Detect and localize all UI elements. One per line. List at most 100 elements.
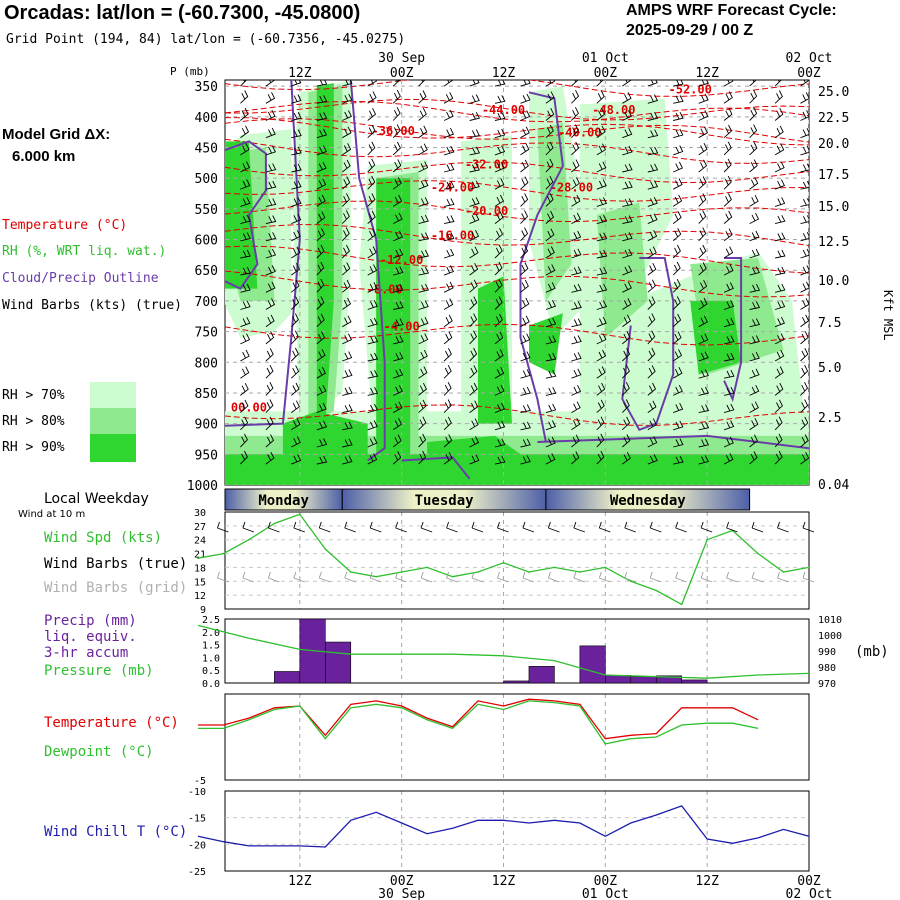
wind-barb xyxy=(749,368,760,379)
wind-barb xyxy=(749,301,761,310)
wind-barb xyxy=(316,178,327,190)
top-time-tick-label: 12Z xyxy=(492,66,516,81)
wind-barb xyxy=(622,110,633,121)
temperature-contour-label: -36.00 xyxy=(372,124,415,138)
wind-barb xyxy=(698,93,709,104)
wind-barb xyxy=(723,175,732,190)
wind-barb xyxy=(800,265,809,276)
wind-barb xyxy=(723,420,735,431)
windspd-tick-label: 21 xyxy=(194,550,206,561)
wind-barb xyxy=(240,249,251,259)
wind-barb xyxy=(367,158,376,173)
bottom-date-label: 01 Oct xyxy=(582,887,629,900)
barb-true xyxy=(293,521,305,533)
wind-barb xyxy=(494,331,504,345)
wind-barb xyxy=(342,421,353,431)
wind-barb xyxy=(698,333,709,345)
wind-barb xyxy=(596,232,608,242)
wind-barb xyxy=(749,107,758,121)
temperature-isotherm xyxy=(225,98,809,121)
wind-barb xyxy=(469,197,480,207)
wind-barb xyxy=(291,163,302,173)
wind-barb xyxy=(494,80,506,87)
wind-barb xyxy=(698,80,709,87)
wind-barb xyxy=(622,145,633,156)
wind-barb xyxy=(622,198,633,207)
wind-barb xyxy=(723,282,734,293)
wind-barb xyxy=(774,450,783,465)
wind-barb xyxy=(393,230,404,242)
precip-tick-label: 2.0 xyxy=(202,628,220,639)
wind-barb xyxy=(469,213,480,225)
top-date-label: 01 Oct xyxy=(582,51,629,66)
barb-true xyxy=(624,521,636,533)
bottom-time-tick-label: 00Z xyxy=(797,874,821,889)
wind-barb xyxy=(240,90,249,104)
dewpoint-line xyxy=(198,700,759,745)
wind-barb xyxy=(673,80,684,87)
wind-barb xyxy=(291,80,302,87)
wind-barb xyxy=(225,289,226,291)
barb-true xyxy=(369,521,382,533)
wind-barb xyxy=(800,381,809,396)
wind-barb xyxy=(494,211,504,224)
wind-barb xyxy=(545,317,557,328)
wind-barb xyxy=(774,125,784,139)
wind-barb xyxy=(367,420,378,431)
wind-barb xyxy=(622,127,633,139)
wind-barb xyxy=(443,92,454,104)
temperature-isotherm xyxy=(225,200,809,223)
wind-barb xyxy=(596,179,607,190)
wind-barb xyxy=(342,93,353,104)
wind-barb xyxy=(341,193,350,207)
wind-barb xyxy=(647,330,656,345)
wind-barb xyxy=(800,364,809,379)
wind-barb xyxy=(290,347,299,362)
temp-panel-frame xyxy=(224,693,810,781)
wind-barb xyxy=(469,163,480,173)
wind-barb xyxy=(265,331,275,345)
wind-barb xyxy=(774,333,785,345)
wind-barb xyxy=(240,416,249,431)
wind-barb xyxy=(647,382,657,396)
barb-true xyxy=(573,521,586,533)
wind-barb xyxy=(215,402,224,413)
pressure-tick-label: 850 xyxy=(195,387,218,402)
precip-tick-label: 1.0 xyxy=(202,653,220,664)
height-tick-label: 15.0 xyxy=(818,200,849,215)
wind-barb xyxy=(240,450,248,465)
wind-barb xyxy=(596,283,608,293)
wind-barb xyxy=(367,264,378,276)
barb-true xyxy=(726,521,738,533)
wind-barb xyxy=(571,141,580,156)
wind-barb xyxy=(443,347,452,362)
wind-barb xyxy=(775,249,786,259)
pressure-tick-label: 800 xyxy=(195,356,218,371)
wind-barb xyxy=(443,399,452,413)
wind-barb xyxy=(393,368,404,379)
barbs-true-label: Wind Barbs (true) xyxy=(44,556,188,572)
wind-barb xyxy=(240,232,251,242)
barb-true xyxy=(547,521,560,533)
wind-barb xyxy=(290,365,300,379)
windspd-label: Wind Spd (kts) xyxy=(44,530,163,546)
barb-grid xyxy=(522,571,535,583)
wind-barb xyxy=(800,231,809,242)
wind-barb xyxy=(494,296,503,310)
precip-tick-label: 2.5 xyxy=(202,615,220,626)
wind-barb xyxy=(749,266,760,276)
bottom-time-tick-label: 12Z xyxy=(492,874,516,889)
wind-barb xyxy=(672,313,682,328)
precip-bar xyxy=(605,675,632,684)
temperature-contour-label: -12.00 xyxy=(380,253,423,267)
barb-true xyxy=(751,521,764,533)
barb-grid xyxy=(395,571,407,583)
wind-barb xyxy=(469,436,480,448)
pressure-tick-label: 550 xyxy=(195,203,218,218)
wind-barb xyxy=(545,228,555,242)
rh90-region xyxy=(316,83,334,436)
top-time-tick-label: 00Z xyxy=(797,66,821,81)
wind-barb xyxy=(443,416,452,431)
wind-barb xyxy=(774,179,786,190)
wind-barb xyxy=(291,111,302,121)
